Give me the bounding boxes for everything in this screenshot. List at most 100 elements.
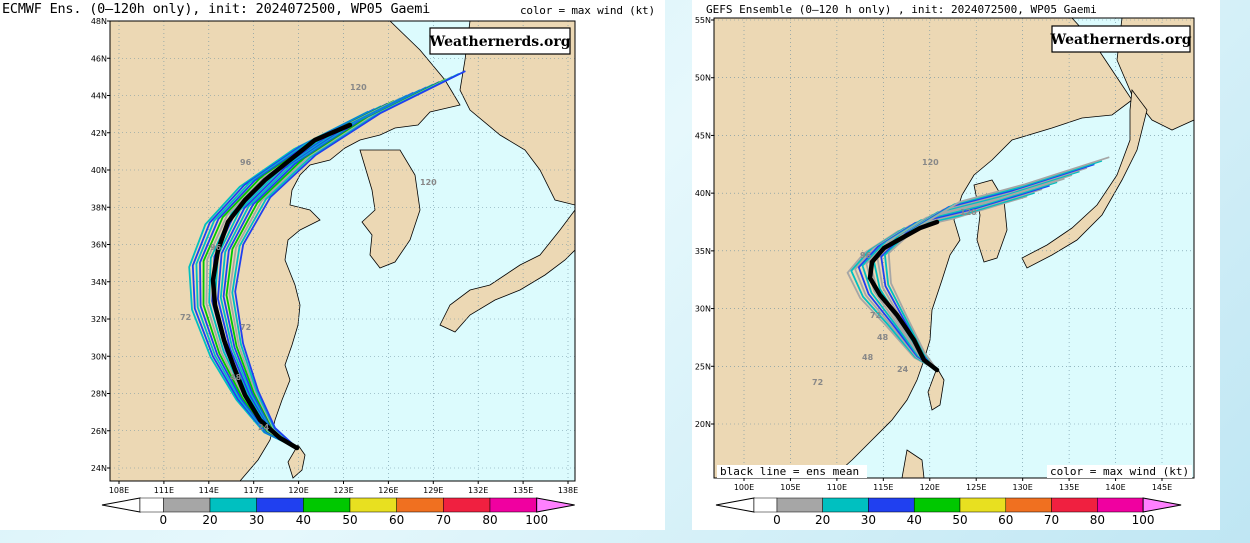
colorbar-label: 0 [773,513,781,527]
forecast-hour-label: 72 [240,323,251,332]
colorbar-segment [822,497,869,513]
colorbar-segment [959,497,1007,513]
ecmwf-ensemble-member-track [228,75,453,449]
gefs-color-note-box [1047,465,1192,478]
gefs-title: GEFS Ensemble (0–120 h only) , init: 202… [706,3,1097,16]
longitude-tick-label: 100E [734,483,754,492]
colorbar-label: 100 [525,513,548,527]
colorbar-label: 80 [1090,513,1105,527]
longitude-tick-label: 145E [1152,483,1172,492]
latitude-tick-label: 46N [91,54,107,63]
colorbar-label: 50 [342,513,357,527]
colorbar-segment [396,497,444,513]
ecmwf-ensemble-member-track [199,102,389,449]
longitude-tick-label: 105E [780,483,800,492]
colorbar-segment [1005,497,1052,513]
longitude-tick-label: 126E [378,486,398,495]
gefs-ensemble-mean-track [867,219,940,373]
ecmwf-watermark: Weathernerds.org [429,34,571,50]
ecmwf-ensemble-mean-track [210,122,353,451]
asia-landmass [714,18,1133,478]
gefs-ensemble-member-track [887,156,1110,371]
forecast-hour-label: 24 [897,365,909,374]
colorbar-segment [256,497,304,513]
gefs-mean-note: black line = ens mean [720,465,859,478]
korea-landmass [359,149,421,269]
latitude-tick-label: 30N [91,352,107,361]
longitude-tick-label: 123E [333,486,353,495]
japan-landmass [1021,88,1148,269]
latitude-tick-label: 28N [91,390,107,399]
ecmwf-ensemble-member-track [231,72,460,449]
colorbar-segment [868,497,915,513]
colorbar-segment [349,497,397,513]
gefs-ensemble-member-track [857,184,1050,371]
colorbar-segment [1097,497,1144,513]
latitude-tick-label: 42N [91,129,107,138]
latitude-tick-label: 44N [91,92,107,101]
taiwan-landmass [287,444,306,479]
longitude-tick-label: 117E [244,486,264,495]
ecmwf-title: ECMWF Ens. (0–120h only), init: 20240725… [2,1,431,17]
longitude-tick-label: 138E [558,486,578,495]
colorbar-label: 20 [815,513,830,527]
longitude-tick-label: 115E [873,483,893,492]
latitude-tick-label: 40N [91,166,107,175]
ecmwf-ensemble-member-track [195,105,382,449]
longitude-tick-label: 120E [920,483,940,492]
longitude-tick-label: 110E [827,483,847,492]
latitude-tick-label: 30N [695,305,711,314]
colorbar-segment [139,497,164,513]
latitude-tick-label: 26N [91,427,107,436]
latitude-tick-label: 48N [91,17,107,26]
ecmwf-ensemble-member-track [225,78,447,449]
ecmwf-panel: ECMWF Ens. (0–120h only), init: 20240725… [2,1,656,527]
longitude-tick-label: 125E [966,483,986,492]
ecmwf-ensemble-member-track [188,110,369,449]
longitude-tick-label: 140E [1105,483,1125,492]
colorbar-under-arrow [715,497,755,513]
latitude-tick-label: 24N [91,464,107,473]
latitude-tick-label: 45N [695,131,711,140]
gefs-ensemble-member-track [865,177,1065,371]
gefs-color-note: color = max wind (kt) [1050,465,1189,478]
colorbar-label: 30 [861,513,876,527]
colorbar-label: 70 [1044,513,1059,527]
forecast-hour-label: 72 [180,313,191,322]
colorbar-segment [209,497,257,513]
latitude-tick-label: 20N [695,420,711,429]
japan-landmass [439,209,575,333]
ecmwf-map: 120 120 96 96 72 72 48 24 Weathernerds.org 48N 4… [91,17,578,527]
forecast-hour-label: 48 [877,333,889,342]
latitude-tick-label: 32N [91,315,107,324]
taiwan-landmass [927,367,945,411]
ecmwf-ensemble-member-track [219,83,434,449]
ecmwf-ensemble-member-track [191,108,376,449]
latitude-tick-label: 50N [695,74,711,83]
gefs-panel: GEFS Ensemble (0–120 h only) , init: 202… [692,0,1220,530]
gefs-ensemble-member-track [883,159,1103,371]
gefs-mean-note-box [717,465,867,478]
latitude-tick-label: 35N [695,247,711,256]
forecast-hour-label: 120 [350,83,367,92]
colorbar-over-arrow [536,497,575,513]
colorbar-label: 100 [1132,513,1155,527]
colorbar-label: 60 [998,513,1013,527]
forecast-hour-label: 120 [922,158,939,167]
forecast-hour-label: 24 [258,423,270,432]
colorbar-label: 50 [952,513,967,527]
colorbar-label: 40 [907,513,922,527]
colorbar-label: 30 [249,513,264,527]
latitude-tick-label: 34N [91,278,107,287]
colorbar-label: 60 [389,513,404,527]
latitude-tick-label: 25N [695,362,711,371]
forecast-hour-label: 72 [870,311,881,320]
forecast-hour-label: 120 [960,208,977,217]
colorbar-segment [913,497,961,513]
longitude-tick-label: 129E [423,486,443,495]
colorbar-label: 0 [160,513,168,527]
gefs-map: 120 120 96 72 72 48 48 24 Weathernerds.org blac… [695,16,1195,527]
ecmwf-color-note: color = max wind (kt) [520,4,655,17]
ecmwf-watermark-box [429,27,571,55]
latitude-tick-label: 38N [91,203,107,212]
